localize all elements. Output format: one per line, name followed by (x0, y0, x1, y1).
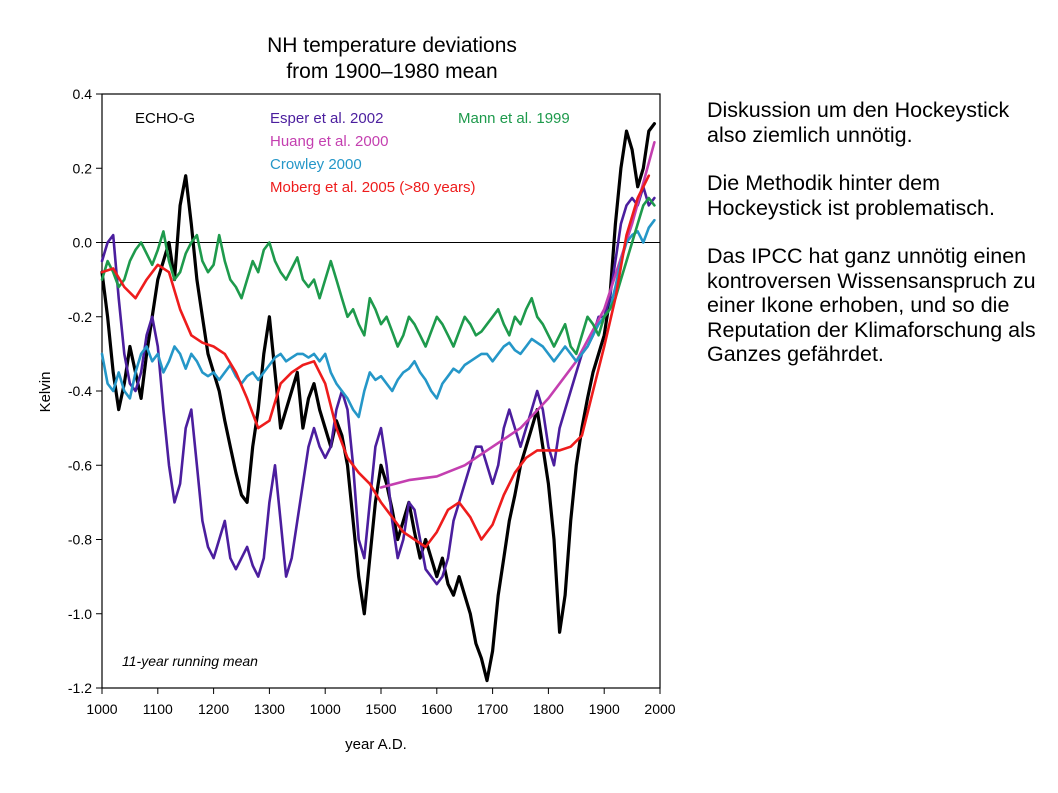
x-tick-label: 1000 (310, 701, 341, 717)
y-tick-label: -0.2 (68, 309, 92, 325)
commentary-paragraph-3: Das IPCC hat ganz unnötig einen kontrove… (707, 244, 1036, 366)
series-line-5 (100, 174, 651, 549)
series-line-2 (379, 141, 656, 489)
y-tick-label: -0.6 (68, 457, 92, 473)
y-tick-label: -1.2 (68, 680, 92, 696)
commentary-paragraph-1: Diskussion um den Hockeystick also zieml… (707, 98, 1010, 147)
x-tick-label: 1100 (143, 701, 173, 717)
x-tick-label: 1000 (86, 701, 117, 717)
legend-entry-1: Esper et al. 2002 (270, 110, 383, 127)
series-line-4 (100, 196, 656, 356)
chart-subtitle: from 1900–1980 mean (286, 60, 497, 83)
legend-entry-4: Mann et al. 1999 (458, 110, 570, 127)
y-tick-label: 0.4 (73, 86, 93, 102)
chart-title: NH temperature deviations (267, 34, 517, 57)
legend-entry-3: Crowley 2000 (270, 156, 362, 173)
x-tick-label: 1700 (477, 701, 508, 717)
x-tick-label: 1200 (198, 701, 229, 717)
x-axis-label: year A.D. (345, 736, 407, 753)
x-tick-label: 1300 (254, 701, 285, 717)
y-tick-label: -1.0 (68, 606, 92, 622)
legend-entry-0: ECHO-G (135, 110, 195, 127)
commentary-paragraph-2: Die Methodik hinter dem Hockeystick ist … (707, 171, 995, 220)
y-tick-label: -0.8 (68, 532, 92, 548)
series-line-0 (100, 122, 656, 683)
commentary-text: Diskussion um den Hockeystick also zieml… (707, 98, 1047, 391)
y-axis-label: Kelvin (37, 372, 54, 413)
temperature-chart: NH temperature deviations from 1900–1980… (37, 34, 676, 753)
series-line-3 (100, 218, 656, 419)
x-tick-label: 2000 (644, 701, 675, 717)
x-tick-label: 1900 (589, 701, 620, 717)
x-tick-label: 1600 (421, 701, 452, 717)
y-tick-label: 0.0 (73, 235, 93, 251)
x-tick-label: 1800 (533, 701, 564, 717)
y-tick-label: -0.4 (68, 383, 92, 399)
legend-entry-5: Moberg et al. 2005 (>80 years) (270, 179, 476, 196)
running-mean-annotation: 11-year running mean (122, 653, 258, 669)
x-tick-label: 1500 (365, 701, 396, 717)
series-line-1 (100, 185, 656, 586)
legend-entry-2: Huang et al. 2000 (270, 133, 388, 150)
plot-area: 0.4 0.2 0.0 -0.2 -0.4 -0.6 -0.8 -1.0 -1.2 1000 110… (68, 86, 676, 717)
y-tick-label: 0.2 (73, 160, 93, 176)
